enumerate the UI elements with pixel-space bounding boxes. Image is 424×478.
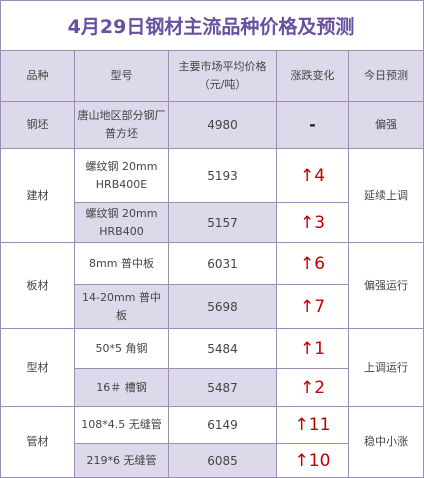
change-cell: ↑10 bbox=[276, 443, 349, 478]
header-price-line2: （元/吨） bbox=[198, 78, 247, 91]
header-category: 品种 bbox=[0, 50, 75, 102]
forecast-cell: 偏强 bbox=[348, 101, 424, 149]
price-cell: 5484 bbox=[168, 328, 277, 369]
model-cell: 螺纹钢 20mm HRB400E bbox=[74, 148, 169, 203]
change-value: 10 bbox=[308, 450, 331, 471]
category-cell: 钢坯 bbox=[0, 101, 75, 149]
category-cell: 型材 bbox=[0, 328, 75, 407]
up-arrow-icon: ↑ bbox=[299, 212, 315, 233]
table-row-billet: 钢坯 唐山地区部分钢厂普方坯 4980 - 偏强 bbox=[0, 101, 424, 149]
up-arrow-icon: ↑ bbox=[299, 338, 315, 359]
price-cell: 4980 bbox=[168, 101, 277, 149]
price-table: 品种 型号 主要市场平均价格 （元/吨） 涨跌变化 今日预测 钢坯 唐山地区部分… bbox=[0, 50, 424, 478]
page-title: 4月29日钢材主流品种价格及预测 bbox=[67, 15, 355, 38]
category-cell: 建材 bbox=[0, 148, 75, 243]
forecast-cell: 偏强运行 bbox=[348, 242, 424, 329]
price-cell: 5157 bbox=[168, 202, 277, 243]
table-row: 16＃ 槽钢 5487 ↑2 bbox=[1, 368, 424, 407]
price-cell: 5193 bbox=[168, 148, 277, 203]
model-cell: 219*6 无缝管 bbox=[74, 443, 169, 478]
up-arrow-icon: ↑ bbox=[299, 377, 315, 398]
change-cell: ↑2 bbox=[276, 368, 349, 407]
forecast-cell: 稳中小涨 bbox=[348, 406, 424, 478]
model-cell: 50*5 角钢 bbox=[74, 328, 169, 369]
model-cell: 14-20mm 普中板 bbox=[74, 284, 169, 329]
change-value: 1 bbox=[314, 338, 326, 359]
header-row: 品种 型号 主要市场平均价格 （元/吨） 涨跌变化 今日预测 bbox=[0, 50, 424, 102]
change-cell: - bbox=[276, 101, 349, 149]
change-value: 2 bbox=[314, 377, 326, 398]
change-cell: ↑3 bbox=[276, 202, 349, 243]
forecast-cell: 上调运行 bbox=[348, 328, 424, 407]
change-cell: ↑4 bbox=[276, 148, 349, 203]
price-cell: 5487 bbox=[168, 368, 277, 407]
change-value: 6 bbox=[314, 253, 326, 274]
price-cell: 6031 bbox=[168, 242, 277, 285]
change-value: 4 bbox=[314, 165, 326, 186]
up-arrow-icon: ↑ bbox=[294, 415, 309, 435]
category-cell: 管材 bbox=[0, 406, 75, 478]
up-arrow-icon: ↑ bbox=[299, 165, 315, 186]
change-cell: ↑6 bbox=[276, 242, 349, 285]
table-row: 管材 108*4.5 无缝管 6149 ↑11 稳中小涨 bbox=[0, 406, 424, 478]
header-forecast: 今日预测 bbox=[348, 50, 424, 102]
header-price: 主要市场平均价格 （元/吨） bbox=[168, 50, 277, 102]
forecast-cell: 延续上调 bbox=[348, 148, 424, 243]
model-cell: 108*4.5 无缝管 bbox=[74, 406, 169, 444]
model-cell: 8mm 普中板 bbox=[74, 242, 169, 285]
model-cell: 唐山地区部分钢厂普方坯 bbox=[74, 101, 169, 149]
table-row: 14-20mm 普中板 5698 ↑7 bbox=[1, 284, 424, 329]
model-cell: 16＃ 槽钢 bbox=[74, 368, 169, 407]
header-price-line1: 主要市场平均价格 bbox=[178, 60, 267, 73]
change-cell: ↑1 bbox=[276, 328, 349, 369]
table-row: 219*6 无缝管 6085 ↑10 bbox=[1, 443, 424, 478]
up-arrow-icon: ↑ bbox=[299, 253, 315, 274]
change-cell: ↑7 bbox=[276, 284, 349, 329]
price-cell: 6149 bbox=[168, 406, 277, 444]
change-value: 3 bbox=[314, 212, 326, 233]
header-model: 型号 bbox=[74, 50, 169, 102]
change-cell: ↑11 bbox=[276, 406, 349, 444]
price-cell: 5698 bbox=[168, 284, 277, 329]
price-cell: 6085 bbox=[168, 443, 277, 478]
up-arrow-icon: ↑ bbox=[294, 450, 309, 471]
change-value: 11 bbox=[308, 415, 331, 435]
model-cell: 螺纹钢 20mm HRB400 bbox=[74, 202, 169, 243]
table-row: 建材 螺纹钢 20mm HRB400E 5193 ↑4 延续上调 bbox=[0, 148, 424, 243]
change-value: 7 bbox=[314, 296, 326, 317]
header-change: 涨跌变化 bbox=[276, 50, 349, 102]
table-row: 型材 50*5 角钢 5484 ↑1 上调运行 bbox=[0, 328, 424, 407]
up-arrow-icon: ↑ bbox=[299, 296, 315, 317]
table-row: 板材 8mm 普中板 6031 ↑6 偏强运行 bbox=[0, 242, 424, 329]
category-cell: 板材 bbox=[0, 242, 75, 329]
